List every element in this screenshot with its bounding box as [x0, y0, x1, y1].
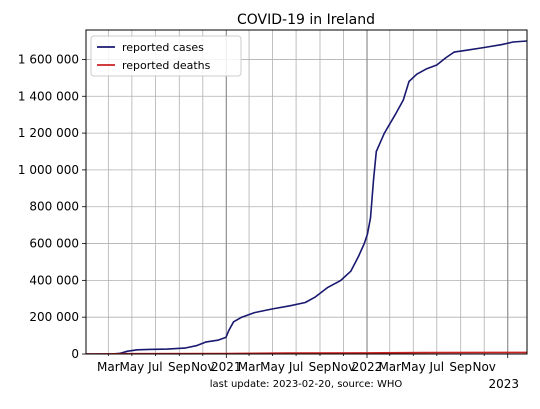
data-point: [408, 80, 410, 83]
x-tick-label: Jul: [429, 360, 444, 374]
x-tick-label: Sep: [309, 360, 332, 374]
y-tick-label: 800 000: [29, 200, 79, 214]
legend-box: [90, 35, 242, 77]
plot-frame: [85, 29, 528, 355]
data-point: [375, 150, 377, 153]
data-point: [416, 73, 418, 75]
x-axis: Mar May Jul Sep Nov Mar May Jul Sep Nov Mar May Jul S…: [97, 354, 519, 391]
series-reported-cases: [86, 40, 527, 354]
y-tick-label: 1 600 000: [18, 52, 79, 66]
x-tick-label: Nov: [472, 360, 495, 374]
chart-footer: last update: 2023-02-20, source: WHO: [210, 379, 403, 390]
data-point: [136, 349, 138, 351]
data-point: [184, 347, 186, 349]
data-point: [217, 339, 219, 341]
series-group: [86, 40, 527, 354]
data-point: [205, 341, 207, 343]
x-year-label: 2021: [211, 360, 242, 374]
y-tick-label: 600 000: [29, 237, 79, 251]
data-point: [483, 46, 485, 49]
data-point: [166, 348, 168, 350]
y-axis: 0 200 000 400 000 600 000 800 000 1 000 000 1 …: [18, 52, 86, 361]
data-point: [304, 301, 306, 304]
data-point: [326, 287, 328, 289]
legend-label: reported deaths: [122, 59, 211, 72]
data-point: [253, 311, 256, 314]
y-tick-label: 1 200 000: [18, 126, 79, 140]
data-point: [394, 114, 396, 116]
data-point: [148, 348, 150, 350]
data-point: [241, 316, 243, 318]
grid: [86, 30, 527, 355]
x-tick-label: Mar: [238, 360, 261, 374]
data-point: [195, 345, 197, 347]
data-point: [372, 178, 375, 180]
data-point: [426, 68, 428, 70]
data-point: [366, 352, 368, 354]
data-point: [465, 49, 467, 51]
legend-label: reported cases: [122, 41, 204, 54]
data-point: [225, 336, 227, 339]
data-point: [340, 279, 342, 281]
data-point: [369, 217, 372, 219]
data-point: [363, 242, 365, 245]
x-year-label: 2023: [488, 377, 519, 391]
x-tick-label: May: [260, 360, 285, 374]
x-tick-label: Jul: [147, 360, 162, 374]
y-tick-label: 0: [71, 347, 79, 361]
data-point: [289, 305, 291, 307]
y-tick-label: 400 000: [29, 273, 79, 287]
data-point: [357, 255, 360, 258]
data-point: [228, 329, 230, 331]
x-tick-label: Sep: [168, 360, 191, 374]
y-tick-label: 200 000: [29, 310, 79, 324]
x-tick-label: Jul: [288, 360, 303, 374]
data-point: [366, 233, 369, 235]
x-tick-label: Mar: [378, 360, 401, 374]
data-point: [445, 57, 447, 59]
data-point: [436, 64, 438, 66]
y-tick-label: 1 000 000: [18, 163, 79, 177]
x-tick-label: May: [119, 360, 144, 374]
data-point: [271, 308, 274, 310]
data-point: [233, 321, 235, 323]
data-point: [402, 99, 404, 101]
legend: reported cases reported deaths: [90, 35, 242, 77]
y-tick-label: 1 400 000: [18, 89, 79, 103]
x-year-label: 2022: [352, 360, 383, 374]
x-tick-label: Sep: [449, 360, 472, 374]
chart-title: COVID-19 in Ireland: [237, 12, 375, 28]
x-tick-label: May: [401, 360, 426, 374]
data-point: [314, 296, 316, 298]
data-point: [383, 132, 385, 134]
data-point: [500, 44, 502, 46]
x-tick-label: Mar: [97, 360, 120, 374]
data-point: [283, 352, 286, 354]
data-point: [453, 51, 455, 53]
data-point: [350, 270, 352, 272]
data-point: [424, 352, 426, 354]
x-tick-label: Nov: [332, 360, 355, 374]
data-point: [127, 350, 129, 352]
x-tick-label: Nov: [191, 360, 214, 374]
data-point: [512, 41, 514, 43]
